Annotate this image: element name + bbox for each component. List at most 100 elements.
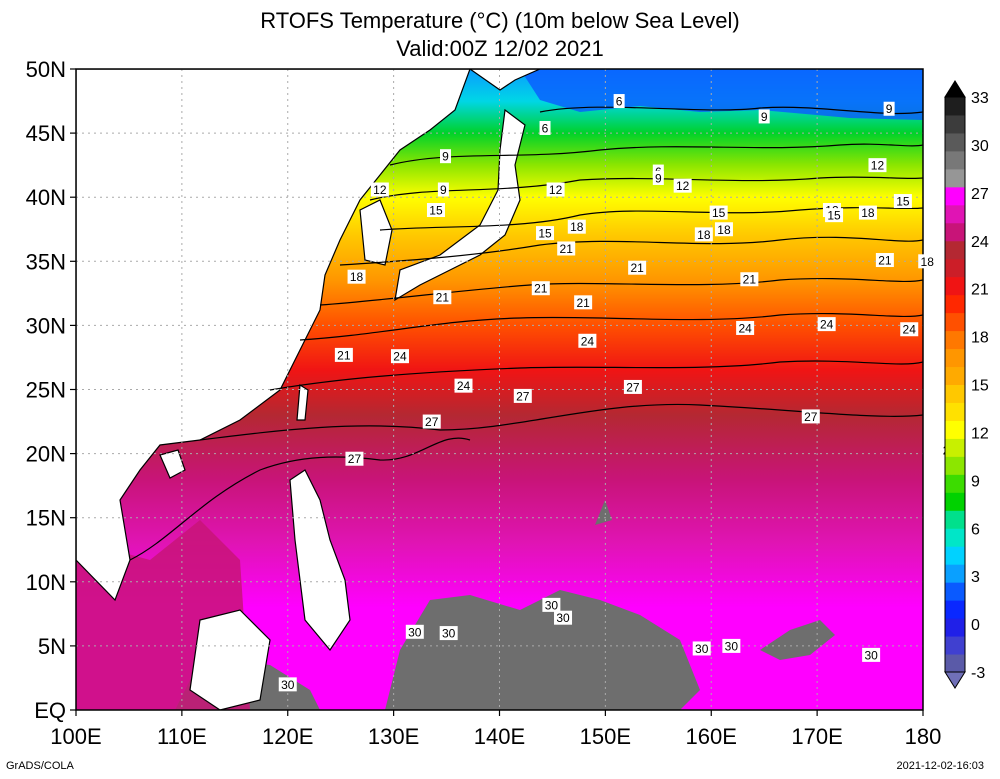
colorbar-segment (945, 618, 965, 637)
contour-label-box (694, 227, 713, 242)
contour-label-box (736, 320, 755, 335)
contour-label: 30 (405, 624, 424, 639)
x-tick-label: 100E (50, 724, 101, 749)
contour-label: 27 (623, 379, 642, 394)
contour-label-text: 12 (373, 183, 387, 197)
sakhalin-land (468, 69, 541, 91)
korean-peninsula-land (359, 199, 393, 266)
colorbar-frame (944, 96, 966, 673)
contour-label-text: 27 (516, 389, 530, 403)
contour-label-text: 30 (725, 639, 739, 653)
contour-label: 27 (513, 388, 532, 403)
colorbar-segment (945, 600, 965, 619)
contour-label-text: 15 (896, 195, 910, 209)
contour-label-text: 24 (393, 350, 407, 364)
contour-label: 21 (433, 290, 452, 305)
contour-label-text: 21 (436, 291, 450, 305)
contour-label-text: 18 (921, 255, 935, 269)
y-tick-label: 30N (26, 313, 66, 338)
map-title: RTOFS Temperature (°C) (10m below Sea Le… (260, 8, 740, 33)
contour-label: 9 (437, 182, 449, 197)
isotherm-contours (129, 106, 923, 561)
contour-label-text: 30 (408, 625, 422, 639)
contour-label-text: 24 (457, 379, 471, 393)
contour-label: 30 (722, 638, 741, 653)
x-tick-label: 140E (474, 724, 525, 749)
contour-label: 30 (862, 647, 881, 662)
contour-label-text: 9 (655, 171, 662, 185)
contour-label-box (883, 101, 895, 116)
contour-label-box (623, 379, 642, 394)
contour-label-box (557, 241, 576, 256)
contour-label: 30 (554, 610, 573, 625)
contour-label-box (334, 347, 353, 362)
contour-label-text: 21 (878, 254, 892, 268)
contour-label-text: 21 (534, 282, 548, 296)
colorbar-segment (945, 492, 965, 511)
contour-label-text: 15 (538, 227, 552, 241)
contour-label-box (370, 182, 389, 197)
contour-label-text: 27 (626, 380, 640, 394)
contour-label: 30 (692, 641, 711, 656)
contour-label-box (567, 219, 586, 234)
contour-label-text: 18 (717, 223, 731, 237)
colorbar-segment (945, 510, 965, 529)
contour-label-text: 15 (712, 206, 726, 220)
y-tick-label: 20N (26, 442, 66, 467)
colorbar-segment (945, 366, 965, 385)
contour-label-box (536, 226, 555, 241)
contour-label: 24 (900, 322, 919, 337)
contour-label-text: 21 (337, 348, 351, 362)
x-tick-label: 170E (791, 724, 842, 749)
contour-label-box (740, 272, 759, 287)
warm-pool-patch (385, 590, 700, 710)
contour-label-text: 18 (570, 220, 584, 234)
warm-pool-patch (760, 620, 835, 660)
asian-continent-land (76, 69, 471, 602)
colorbar-segment (945, 258, 965, 278)
contour-label-text: 27 (348, 452, 362, 466)
x-tick-label: 110E (157, 724, 207, 749)
contour-label-box (714, 222, 733, 237)
footer-timestamp: 2021-12-02-16:03 (896, 760, 984, 772)
colorbar-segment (945, 312, 965, 332)
colorbar-segment (945, 222, 965, 242)
y-axis-ticks: EQ 5N 10N 15N 20N 25N 30N 35N 40N 45N 50N (26, 57, 76, 723)
colorbar-segment (945, 348, 965, 368)
contour-label-box (390, 349, 409, 364)
contour-label: 21 (574, 295, 593, 310)
colorbar-segment (945, 186, 965, 206)
contour-label-box (539, 120, 551, 135)
colorbar-tick-label: 21 (971, 282, 989, 299)
contour-labels: 6996912691212912151512151518181518182121… (278, 94, 959, 692)
contour-label-box (893, 194, 912, 209)
contour-label-box (613, 94, 625, 109)
contour-label: 21 (628, 260, 647, 275)
contour-label-box (554, 610, 573, 625)
colorbar-tick-label: -3 (971, 665, 985, 682)
contour-label: 18 (694, 227, 713, 242)
y-tick-label: 10N (26, 570, 66, 595)
contour-label-box (542, 597, 561, 612)
contour-label-text: 21 (630, 261, 644, 275)
contour-label-box (758, 109, 770, 124)
colorbar-tick-label: 33 (971, 90, 989, 107)
contour-label-text: 27 (425, 415, 439, 429)
contour-label: 24 (390, 349, 409, 364)
contour-label-box (437, 182, 449, 197)
contour-label-box (405, 624, 424, 639)
contour-label-text: 18 (861, 206, 875, 220)
contour-label-text: 30 (281, 678, 295, 692)
contour-label-text: 24 (820, 318, 834, 332)
contour-label: 15 (536, 226, 555, 241)
contour-label-text: 18 (697, 228, 711, 242)
contour-label-box (918, 254, 937, 269)
contour-label: 30 (278, 677, 297, 692)
contour-label: 27 (345, 451, 364, 466)
contour-label: 30 (542, 597, 561, 612)
colorbar-tick-label: 15 (971, 378, 989, 395)
colorbar-segment (945, 564, 965, 583)
x-axis-ticks: 100E 110E 120E 130E 140E 150E 160E 170E 180 (50, 710, 941, 749)
contour-label-box (531, 281, 550, 296)
